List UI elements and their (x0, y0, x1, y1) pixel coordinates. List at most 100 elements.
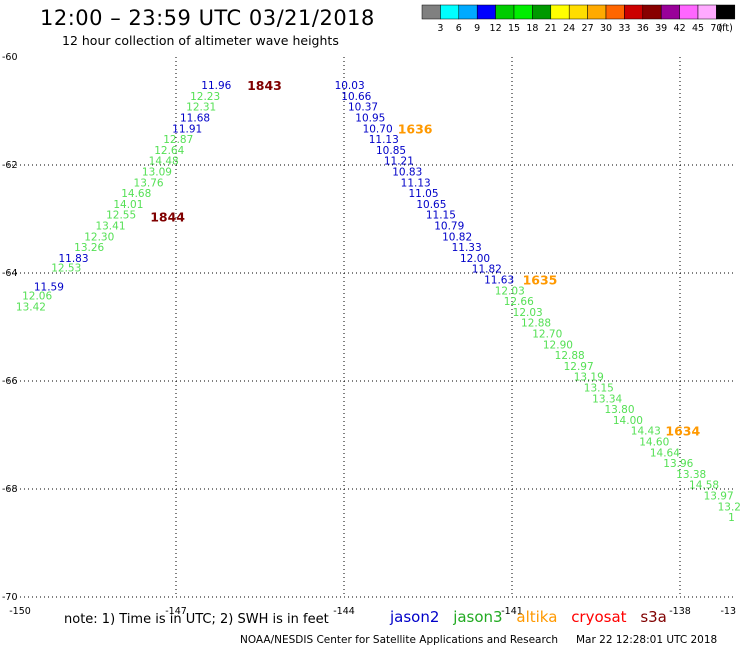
swh-value-label: 14.68 (121, 188, 151, 200)
color-scale-swatch (458, 4, 478, 20)
color-scale-swatch (513, 4, 533, 20)
legend-altika: altika (516, 608, 558, 626)
swh-value-label: 10.83 (392, 166, 422, 178)
legend-s3a: s3a (640, 608, 667, 626)
swh-value-label: 13.15 (584, 382, 614, 394)
y-tick-label: -66 (2, 376, 18, 387)
color-scale-swatch (532, 4, 552, 20)
swh-value-label: 11.13 (369, 134, 399, 146)
swh-value-label: 12.88 (521, 318, 551, 330)
swh-value-label: 11.96 (201, 80, 231, 92)
swh-value-label: 13.34 (592, 393, 622, 405)
color-scale-swatch (605, 4, 625, 20)
time-label: 1635 (523, 272, 558, 287)
color-scale-swatch (495, 4, 515, 20)
swh-value-label: 12.70 (532, 328, 562, 340)
color-scale-label: 18 (526, 23, 538, 34)
color-scale-label: 36 (637, 23, 649, 34)
swh-value-label: 14.48 (149, 156, 179, 168)
color-scale-legend: 3 6 9 12 15 18 21 24 27 30 33 36 39 42 45 70(ft) (421, 4, 736, 34)
swh-value-label: 11.63 (484, 274, 514, 286)
swh-value-label: 12.30 (84, 231, 114, 243)
y-tick-label: -70 (2, 592, 18, 603)
swh-value-label: 12.03 (513, 307, 543, 319)
credit-text: NOAA/NESDIS Center for Satellite Applica… (240, 634, 558, 646)
swh-value-label: 10.37 (348, 102, 378, 114)
y-tick-label: -60 (2, 52, 18, 63)
swh-value-label: 12.64 (154, 145, 184, 157)
swh-value-label: 13.26 (74, 242, 104, 254)
swh-value-label: 10.82 (442, 231, 472, 243)
swh-value-label: 11.33 (452, 242, 482, 254)
color-scale-swatch (476, 4, 496, 20)
grid-lines (8, 57, 736, 598)
x-tick-label: -141 (501, 606, 523, 617)
color-scale-label: 9 (474, 23, 480, 34)
time-label: 1634 (665, 424, 700, 439)
swh-value-label: 12.06 (22, 291, 52, 303)
x-tick-label: -138 (669, 606, 691, 617)
swh-value-label: 13.76 (134, 177, 164, 189)
color-scale-swatch (697, 4, 717, 20)
swh-value-label: 14.00 (613, 415, 643, 427)
swh-value-label: 11.05 (408, 188, 438, 200)
y-tick-label: -68 (2, 484, 18, 495)
swh-value-label: 14.60 (639, 436, 669, 448)
swh-value-label: 12.00 (460, 253, 490, 265)
color-scale-swatch (550, 4, 570, 20)
color-scale-swatch (440, 4, 460, 20)
swh-value-label: 11.68 (180, 112, 210, 124)
swh-value-label: 13.2 (718, 501, 740, 513)
swh-value-label: 12.88 (555, 350, 585, 362)
color-scale-label: 21 (545, 23, 557, 34)
swh-value-label: 12.87 (163, 134, 193, 146)
legend-cryosat: cryosat (571, 608, 627, 626)
swh-value-label: 10.85 (376, 145, 406, 157)
swh-value-label: 10.66 (341, 91, 371, 103)
time-label: 1843 (247, 78, 282, 93)
color-scale-label: 70 (710, 23, 722, 34)
swh-value-label: 12.66 (504, 296, 534, 308)
swh-value-label: 11.13 (401, 177, 431, 189)
time-label: 1636 (398, 121, 433, 136)
swh-value-label: 13.96 (663, 458, 693, 470)
swh-value-label: 13.09 (142, 166, 172, 178)
color-scale-label: 24 (563, 23, 575, 34)
swh-value-label: 12.97 (564, 361, 594, 373)
color-scale-swatch (421, 4, 441, 20)
color-scale-label: 33 (618, 23, 630, 34)
swh-value-label: 10.65 (416, 199, 446, 211)
color-scale-swatch (716, 4, 736, 20)
swh-value-label: 14.01 (113, 199, 143, 211)
swh-value-label: 10.95 (355, 112, 385, 124)
swh-value-label: 13.80 (604, 404, 634, 416)
x-tick-label: -147 (165, 606, 187, 617)
swh-value-label: 11.59 (34, 282, 64, 294)
color-scale-swatch (642, 4, 662, 20)
x-tick-label: -13 (720, 606, 736, 617)
y-tick-label: -62 (2, 160, 18, 171)
x-tick-label: -144 (333, 606, 355, 617)
chart-title: 12:00 – 23:59 UTC 03/21/2018 (40, 6, 375, 30)
swh-value-label: 10.70 (363, 123, 393, 135)
swh-value-label: 10.03 (335, 80, 365, 92)
color-scale-swatch (568, 4, 588, 20)
footer-credit: NOAA/NESDIS Center for Satellite Applica… (240, 634, 717, 646)
legend-jason2: jason2 (390, 608, 440, 626)
color-scale-label: 6 (456, 23, 462, 34)
swh-value-label: 12.31 (186, 102, 216, 114)
swh-value-label: 11.82 (472, 264, 502, 276)
color-scale-label: 42 (674, 23, 686, 34)
swh-value-label: 12.55 (106, 210, 136, 222)
swh-value-label: 10.79 (434, 220, 464, 232)
generated-timestamp: Mar 22 12:28:01 UTC 2018 (576, 634, 718, 646)
swh-value-label: 13.38 (676, 469, 706, 481)
swh-value-label: 14.64 (650, 447, 680, 459)
swh-value-label: 14.43 (631, 426, 661, 438)
swh-value-label: 12.03 (495, 285, 525, 297)
swh-value-label: 12.53 (51, 263, 81, 275)
time-labels: 1843 1844 1636 1635 1634 (150, 78, 700, 439)
color-scale-label: 15 (508, 23, 520, 34)
